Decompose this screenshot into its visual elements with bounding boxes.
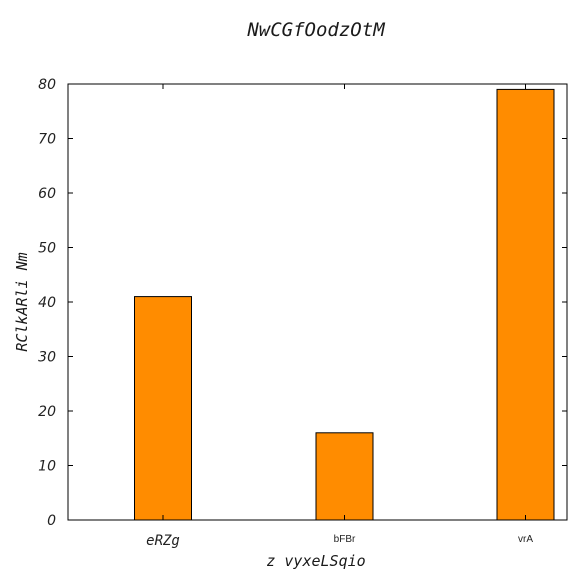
x-axis-label: z vyxeLSqio <box>266 552 365 570</box>
x-tick-label: vrA <box>518 534 533 545</box>
y-tick-label: 10 <box>38 459 56 475</box>
y-tick-label: 0 <box>47 513 56 529</box>
y-tick-label: 60 <box>38 186 56 202</box>
y-tick-label: 50 <box>38 241 56 257</box>
y-tick-label: 20 <box>38 404 56 420</box>
x-tick-label: eRZg <box>146 533 180 549</box>
x-tick-label: bFBr <box>334 534 356 545</box>
bars-group <box>134 88 555 521</box>
y-tick-label: 40 <box>38 295 56 311</box>
y-axis-label: RClkARli Nm <box>13 252 31 351</box>
y-tick-label: 30 <box>38 350 56 366</box>
y-tick-label: 80 <box>38 77 56 93</box>
chart-title: NwCGfOodzOtM <box>246 19 385 41</box>
x-ticks-group: eRZg bFBr vrA <box>146 84 533 549</box>
bar-vrA <box>496 88 555 521</box>
plot-area: 0 10 20 30 40 50 60 70 80 eRZg bFBr vrA <box>38 77 568 549</box>
bar-bFBr <box>315 432 374 521</box>
y-ticks-group: 0 10 20 30 40 50 60 70 80 <box>38 77 567 529</box>
bar-eRZg <box>134 296 192 521</box>
y-tick-label: 70 <box>38 132 56 148</box>
